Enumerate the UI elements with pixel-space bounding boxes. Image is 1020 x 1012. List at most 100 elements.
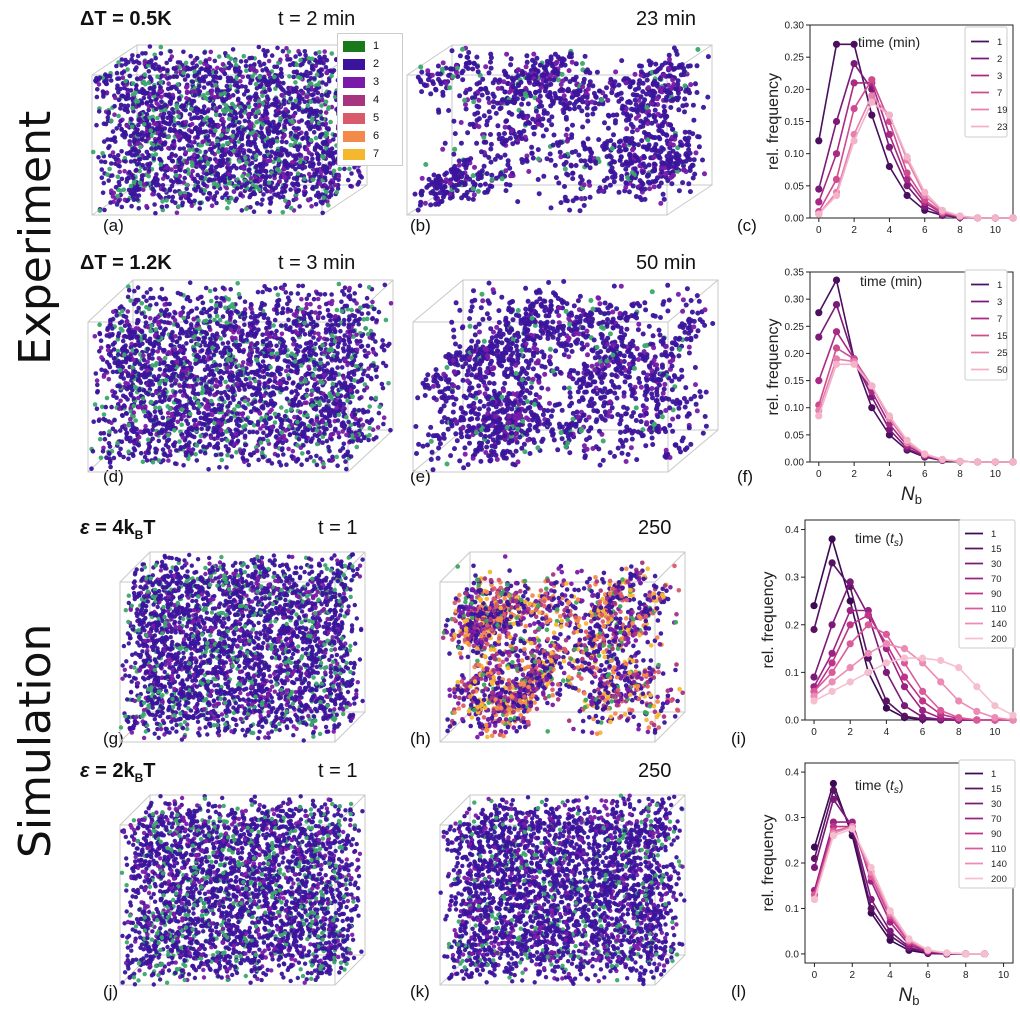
- particles: [119, 794, 365, 987]
- data-point: [903, 169, 911, 177]
- legend-label: 140: [991, 619, 1007, 630]
- data-point: [903, 153, 911, 161]
- time-label-row3-right: 250: [638, 517, 671, 540]
- legend-label-3: 3: [373, 76, 379, 88]
- data-point: [919, 697, 927, 705]
- data-point: [919, 713, 927, 721]
- data-point: [886, 907, 894, 915]
- legend-label: 3: [997, 71, 1002, 82]
- data-point: [810, 863, 819, 872]
- legend-swatch-1: [343, 40, 365, 52]
- data-point: [882, 668, 890, 676]
- data-point: [815, 137, 823, 145]
- data-point: [882, 659, 890, 667]
- series-50: [815, 360, 1017, 466]
- data-point: [885, 412, 893, 420]
- y-tick-label: 0.1: [785, 668, 799, 679]
- data-point: [846, 621, 854, 629]
- series-200: [810, 825, 989, 958]
- data-point: [885, 425, 893, 433]
- particles: [413, 279, 716, 473]
- data-point: [882, 704, 890, 712]
- legend-box: [958, 759, 1016, 889]
- x-tick-label: 2: [847, 727, 853, 738]
- data-point: [828, 678, 836, 686]
- data-point: [864, 621, 872, 629]
- x-tick-label: 0: [816, 469, 822, 480]
- data-point: [828, 668, 836, 676]
- series-line: [813, 657, 1014, 716]
- x-tick-label: 4: [887, 469, 893, 480]
- legend-swatch-7: [343, 148, 365, 160]
- data-point: [832, 40, 841, 48]
- x-tick-label: 10: [998, 970, 1010, 981]
- data-point: [903, 182, 911, 190]
- legend-label: 19: [997, 105, 1008, 116]
- x-tick-label: 6: [922, 225, 928, 236]
- panel-label-f: (f): [737, 467, 753, 487]
- y-tick-label: 0.10: [785, 149, 805, 160]
- legend-label: 1: [997, 280, 1002, 291]
- time-label-row4-left: t = 1: [318, 760, 357, 783]
- legend-label: 30: [991, 559, 1002, 570]
- y-axis-label: rel. frequency: [760, 572, 777, 669]
- legend-swatch-2: [343, 58, 365, 70]
- y-tick-label: 0.15: [785, 376, 805, 387]
- data-point: [810, 843, 819, 851]
- legend-label: 1: [991, 769, 996, 780]
- panel-label-a: (a): [103, 216, 124, 236]
- data-point: [832, 175, 841, 183]
- data-point: [850, 79, 858, 87]
- data-point: [815, 198, 823, 206]
- data-point: [943, 949, 951, 957]
- legend-entry-7: 7: [343, 145, 397, 163]
- data-point: [900, 645, 909, 653]
- data-point: [864, 649, 872, 657]
- data-point: [903, 175, 911, 183]
- x-tick-label: 2: [851, 469, 857, 480]
- data-point: [850, 105, 858, 113]
- particles: [118, 552, 365, 743]
- data-point: [815, 377, 823, 385]
- legend-label: 200: [991, 874, 1007, 885]
- y-tick-label: 0.30: [785, 21, 805, 32]
- x-tick-label: 6: [920, 727, 926, 738]
- data-point: [991, 214, 999, 222]
- legend-box: [958, 519, 1016, 649]
- particles: [90, 44, 368, 216]
- data-point: [815, 412, 823, 420]
- data-point: [828, 621, 836, 629]
- data-point: [850, 60, 858, 68]
- data-point: [864, 611, 872, 619]
- y-tick-label: 0.30: [785, 295, 805, 306]
- legend-label: 90: [991, 589, 1002, 600]
- x-tick-label: 8: [957, 225, 963, 236]
- data-point: [885, 143, 893, 151]
- data-point: [864, 668, 872, 676]
- data-point: [937, 656, 945, 665]
- data-point: [846, 597, 854, 605]
- legend-entry-1: 1: [343, 37, 397, 55]
- data-point: [848, 825, 856, 833]
- particle-box-j: [119, 794, 366, 987]
- data-point: [829, 779, 837, 788]
- data-point: [832, 360, 841, 368]
- particles: [89, 280, 394, 472]
- chart-panel-i: 0.0 0.1 0.2 0.3 0.4 0 2 4 6 8 10 rel. frequency time…: [760, 519, 1017, 738]
- data-point: [832, 276, 841, 284]
- legend-label-7: 7: [373, 148, 379, 160]
- particles: [412, 45, 711, 214]
- x-tick-label: 4: [887, 225, 893, 236]
- y-tick-label: 0.20: [785, 349, 805, 360]
- chart-panel-f: 0.00 0.05 0.10 0.15 0.20 0.25 0.30 0.35 0 2 4 6 8 10 r…: [765, 268, 1017, 507]
- y-tick-label: 0.00: [785, 214, 805, 225]
- data-point: [1009, 214, 1017, 222]
- legend-label-6: 6: [373, 130, 379, 142]
- y-tick-label: 0.25: [785, 53, 805, 64]
- data-point: [974, 214, 982, 222]
- legend-entry-6: 6: [343, 127, 397, 145]
- data-point: [846, 578, 854, 586]
- data-point: [846, 606, 854, 615]
- y-tick-label: 0.35: [785, 268, 805, 279]
- data-point: [973, 707, 981, 715]
